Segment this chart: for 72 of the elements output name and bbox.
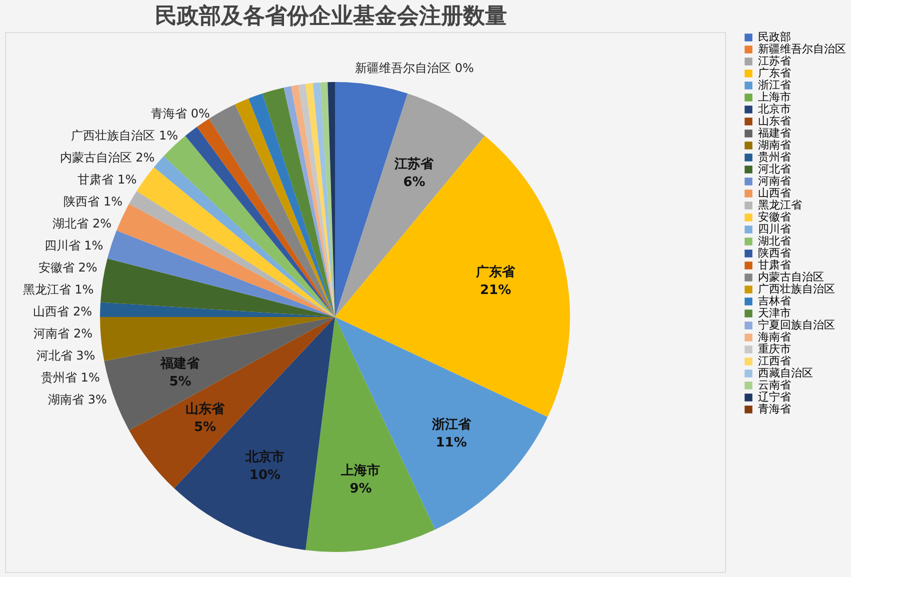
category-label: 河南省 2% (34, 326, 93, 340)
legend-label: 湖北省 (758, 234, 791, 248)
data-label: 10% (249, 468, 281, 483)
legend-label: 民政部 (758, 30, 791, 44)
data-label: 11% (436, 435, 467, 450)
pie-slice (262, 88, 335, 317)
pie-slice (248, 94, 335, 317)
pie-slice (306, 83, 335, 317)
legend-label: 江西省 (758, 354, 791, 368)
category-label: 河北省 3% (36, 348, 96, 362)
legend-label: 吉林省 (758, 294, 791, 308)
pie-slice (312, 82, 335, 317)
slice-label: 江苏省 (394, 156, 435, 172)
legend-label: 辽宁省 (758, 390, 791, 404)
legend-label: 河南省 (758, 174, 791, 188)
category-label: 安徽省 2% (38, 260, 98, 274)
category-label: 湖北省 2% (52, 216, 112, 230)
category-label: 陕西省 1% (64, 194, 122, 208)
legend-label: 福建省 (758, 126, 791, 140)
data-label: 9% (350, 481, 372, 496)
pie-slice (100, 258, 335, 317)
legend-label: 上海市 (758, 90, 791, 104)
pie-slice (335, 317, 548, 530)
legend-label: 新疆维吾尔自治区 (758, 42, 846, 56)
legend-label: 云南省 (758, 378, 791, 392)
slice-label: 广东省 (475, 264, 516, 280)
legend-label: 山西省 (758, 186, 791, 200)
slice-label: 山东省 (186, 400, 226, 417)
legend-label: 广西壮族自治区 (758, 282, 835, 296)
legend-label: 安徽省 (758, 210, 791, 224)
data-label: 6% (403, 174, 426, 190)
category-label: 青海省 0% (151, 106, 210, 120)
category-label: 广西壮族自治区 1% (71, 128, 178, 142)
legend-label: 山东省 (758, 114, 791, 128)
pie-slice (234, 98, 335, 317)
legend-label: 黑龙江省 (758, 198, 802, 212)
slice-label: 浙江省 (430, 417, 472, 432)
legend-label: 宁夏回族自治区 (758, 318, 835, 332)
slice-label: 北京市 (244, 448, 284, 465)
legend-label: 广东省 (758, 66, 791, 80)
legend-label: 西藏自治区 (758, 366, 813, 380)
legend-label: 四川省 (758, 222, 791, 236)
legend-label: 江苏省 (758, 54, 791, 68)
category-label: 四川省 1% (44, 238, 104, 252)
data-label: 5% (194, 420, 216, 435)
legend-label: 湖南省 (758, 138, 791, 152)
category-label: 甘肃省 1% (78, 172, 137, 186)
legend-label: 海南省 (758, 330, 791, 344)
slice-label: 上海市 (340, 462, 380, 478)
category-label: 黑龙江省 1% (22, 282, 94, 296)
legend-label: 河北省 (758, 162, 791, 176)
legend-label: 重庆市 (758, 342, 791, 356)
legend-label: 青海省 (758, 402, 791, 416)
pie-slice (107, 230, 335, 317)
category-label: 新疆维吾尔自治区 0% (355, 61, 474, 75)
category-label: 贵州省 1% (40, 370, 100, 384)
category-label: 山西省 2% (33, 304, 92, 318)
legend-label: 甘肃省 (758, 258, 791, 272)
legend-label: 浙江省 (758, 78, 791, 92)
legend-label: 陕西省 (758, 246, 791, 260)
legend-label: 贵州省 (758, 150, 791, 164)
data-label: 21% (480, 283, 512, 298)
legend-label: 天津市 (758, 306, 791, 320)
data-label: 5% (169, 374, 192, 390)
chart-title: 民政部及各省份企业基金会注册数量 (155, 3, 507, 29)
category-label: 内蒙古自治区 2% (60, 150, 155, 164)
category-label: 湖南省 3% (48, 392, 107, 406)
pie-slice (129, 317, 335, 488)
pie-slice (335, 136, 570, 418)
slice-label: 福建省 (160, 356, 201, 372)
legend-label: 内蒙古自治区 (758, 270, 824, 284)
legend-label: 北京市 (758, 102, 791, 116)
